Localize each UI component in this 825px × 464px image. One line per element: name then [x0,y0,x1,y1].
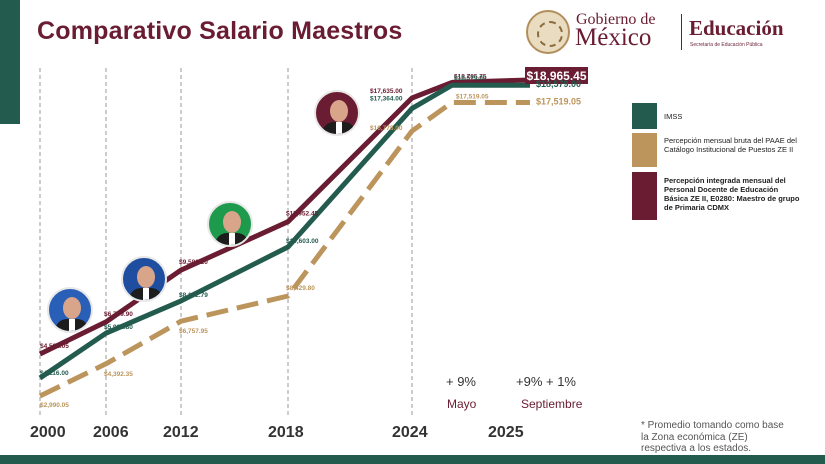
year-label-2025: 2025 [488,424,524,441]
mexico-seal-icon [526,10,570,54]
data-label-paae-4: $16,778.00 [370,125,403,132]
data-label-docente-1: $6,709.90 [104,311,133,318]
data-label-docente-2: $9,580.20 [179,259,208,266]
page-title: Comparativo Salario Maestros [37,17,403,45]
gobierno-label: Gobierno de [576,11,656,28]
footnote: * Promedio tomando como base la Zona eco… [641,420,784,454]
data-label-paae-6: $17,519.05 [536,96,581,106]
change-septiembre-label: Septiembre [521,397,583,411]
data-label-imss-5: $18,579.00 [454,75,487,82]
legend-label-imss: IMSS [664,112,683,121]
data-label-imss-3: $10,603.00 [286,238,319,245]
series-line-paae [38,100,530,399]
year-label-2018: 2018 [268,424,304,441]
data-label-docente-5: $18,785.75 [454,73,487,80]
data-label-paae-0: $2,990.05 [40,402,69,409]
year-label-2006: 2006 [93,424,129,441]
data-label-docente-2025-sep: $18,965.45 [526,69,586,83]
year-label-2012: 2012 [163,424,199,441]
mexico-label: México [575,24,652,51]
data-label-imss-4: $17,364.00 [370,95,403,102]
data-label-imss-6: $18,579.00 [536,79,581,89]
legend-swatch-imss [632,103,657,129]
change-mayo-value: + 9% [446,374,476,389]
data-label-imss-1: $5,962.80 [104,324,133,331]
data-label-docente-0: $4,582.05 [40,343,69,350]
data-label-docente-4: $17,635.00 [370,88,403,95]
data-label-imss-0: $4,116.00 [40,370,69,377]
series-line-docente [38,77,531,357]
legend-label-docente: Percepción integrada mensual del Persona… [664,176,800,212]
data-label-paae-2: $6,757.95 [179,328,208,335]
legend-item-imss: IMSS [632,103,822,129]
data-label-paae-3: $8,429.80 [286,285,315,292]
header-logo: Gobierno de México Educación Secretaría … [526,10,816,56]
legend-item-docente: Percepción integrada mensual del Persona… [632,172,822,220]
sep-label: Secretaría de Educación Pública [690,42,763,48]
year-label-2000: 2000 [30,424,66,441]
data-label-docente-3: $11,952.45 [286,211,319,218]
logo-divider [681,14,682,50]
data-label-paae-5: $17,519.05 [456,93,489,100]
legend-swatch-docente [632,172,657,220]
year-label-2024: 2024 [392,424,428,441]
legend-item-paae: Percepción mensual bruta del PAAE del Ca… [632,133,822,167]
series-line-imss [38,82,530,381]
data-label-imss-2: $8,102.79 [179,292,208,299]
educacion-label: Educación [689,16,784,40]
portrait-2000-icon [47,287,93,333]
change-mayo-label: Mayo [447,397,477,411]
legend-swatch-paae [632,133,657,167]
legend-label-paae: Percepción mensual bruta del PAAE del Ca… [664,136,797,154]
portrait-2012-icon [207,201,253,247]
left-accent-bar [0,0,20,124]
portrait-2018-icon [314,90,360,136]
data-label-paae-1: $4,392.35 [104,371,133,378]
change-septiembre-value: +9% + 1% [516,374,576,389]
portrait-2006-icon [121,256,167,302]
bottom-accent-bar [0,455,825,464]
callout-box-docente-2025 [525,67,588,85]
